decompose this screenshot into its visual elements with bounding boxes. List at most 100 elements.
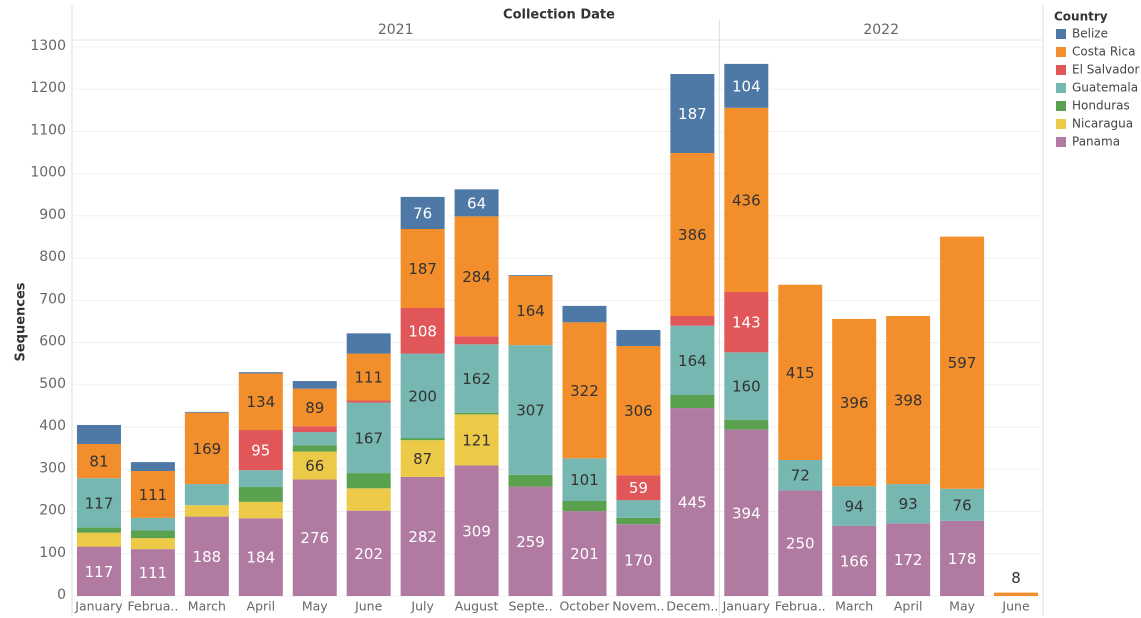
- y-tick-label: 800: [39, 249, 66, 265]
- bar-segment: [346, 402, 391, 474]
- data-label: 64: [467, 194, 486, 212]
- data-label: 250: [786, 535, 815, 553]
- legend-swatch: [1056, 101, 1066, 111]
- legend-label: Guatemala: [1072, 81, 1138, 95]
- data-label: 76: [953, 496, 972, 514]
- data-label: 201: [570, 545, 599, 563]
- data-label: 386: [678, 226, 707, 244]
- bar-segment: [886, 484, 931, 524]
- bar-segment: [76, 546, 121, 596]
- bar-segment: [832, 318, 877, 487]
- bar-segment: [832, 486, 877, 526]
- bar-segment: [76, 527, 121, 533]
- bar-segment: [508, 474, 553, 487]
- x-tick-label: Februa..: [775, 599, 826, 614]
- x-tick-label: March: [835, 599, 873, 614]
- year-label: 2022: [863, 22, 899, 38]
- bar-segment: [292, 426, 337, 433]
- bar-segment: [616, 517, 661, 525]
- y-tick-label: 200: [39, 503, 66, 519]
- y-tick-label: 1300: [30, 38, 66, 54]
- bar-segment: [778, 490, 823, 596]
- bar-segment: [562, 458, 607, 501]
- bar-segment: [184, 411, 229, 413]
- data-label: 306: [624, 402, 653, 420]
- bar-segment: [292, 451, 337, 480]
- data-label: 445: [678, 494, 707, 512]
- bar-segment: [130, 470, 175, 518]
- bar-segment: [238, 518, 283, 596]
- bar-segment: [184, 484, 229, 506]
- year-label: 2021: [378, 22, 414, 38]
- bar-segment: [508, 486, 553, 596]
- y-tick-label: 1100: [30, 122, 66, 138]
- y-tick-label: 400: [39, 418, 66, 434]
- data-label: 415: [786, 364, 815, 382]
- bar-segment: [724, 291, 769, 353]
- legend-label: Panama: [1072, 135, 1120, 149]
- x-tick-label: Septe..: [508, 599, 552, 614]
- data-label: 94: [845, 498, 864, 516]
- data-label: 322: [570, 382, 599, 400]
- x-tick-label: March: [188, 599, 226, 614]
- bar-segment: [130, 549, 175, 596]
- bar-segment: [184, 412, 229, 485]
- bar-segment: [454, 465, 499, 596]
- y-tick-label: 700: [39, 291, 66, 307]
- data-label: 398: [894, 392, 923, 410]
- bar-segment: [670, 408, 715, 596]
- bar-segment: [670, 316, 715, 326]
- data-label: 170: [624, 552, 653, 570]
- bar-segment: [454, 336, 499, 345]
- y-tick-label: 100: [39, 545, 66, 561]
- bar-segment: [562, 305, 607, 323]
- y-axis-label: Sequences: [14, 282, 29, 361]
- bar-segment: [292, 479, 337, 596]
- bar-segment: [400, 438, 445, 441]
- bar-segment: [670, 394, 715, 409]
- bar-segment: [130, 538, 175, 550]
- data-label: 95: [251, 442, 270, 460]
- bar-segment: [670, 74, 715, 153]
- bar-segment: [400, 307, 445, 354]
- chart-title: Collection Date: [503, 8, 615, 23]
- data-label: 104: [732, 77, 761, 95]
- bar-segment: [76, 424, 121, 444]
- data-label: 108: [408, 322, 437, 340]
- x-tick-label: June: [1001, 599, 1030, 614]
- legend-swatch: [1056, 119, 1066, 129]
- bar-segment: [400, 476, 445, 596]
- x-tick-label: May: [949, 599, 975, 614]
- bar-segment: [292, 432, 337, 446]
- data-label: 76: [413, 204, 432, 222]
- bar-segment: [724, 352, 769, 420]
- data-label: 93: [899, 495, 918, 513]
- data-label: 101: [570, 471, 599, 489]
- y-tick-label: 300: [39, 460, 66, 476]
- y-tick-label: 900: [39, 207, 66, 223]
- bar-segment: [724, 429, 769, 596]
- bar-segment: [238, 501, 283, 519]
- bar-segment: [400, 196, 445, 230]
- data-label: 394: [732, 504, 761, 522]
- bar-segment: [400, 229, 445, 308]
- bar-segment: [778, 284, 823, 461]
- data-label: 187: [678, 105, 707, 123]
- bar-segment: [454, 344, 499, 413]
- bar-segment: [76, 532, 121, 547]
- x-tick-label: April: [894, 599, 923, 614]
- legend-swatch: [1056, 83, 1066, 93]
- data-label: 8: [1011, 569, 1021, 587]
- data-label: 111: [139, 486, 168, 504]
- legend-label: Honduras: [1072, 99, 1130, 113]
- data-label: 81: [89, 453, 108, 471]
- bar-segment: [292, 388, 337, 427]
- bar-segment: [616, 500, 661, 518]
- x-tick-label: August: [455, 599, 499, 614]
- bar-segment: [238, 430, 283, 471]
- data-label: 111: [354, 369, 383, 387]
- bar-segment: [778, 460, 823, 491]
- x-tick-label: Novem..: [612, 599, 664, 614]
- data-label: 178: [948, 550, 977, 568]
- data-label: 121: [462, 431, 491, 449]
